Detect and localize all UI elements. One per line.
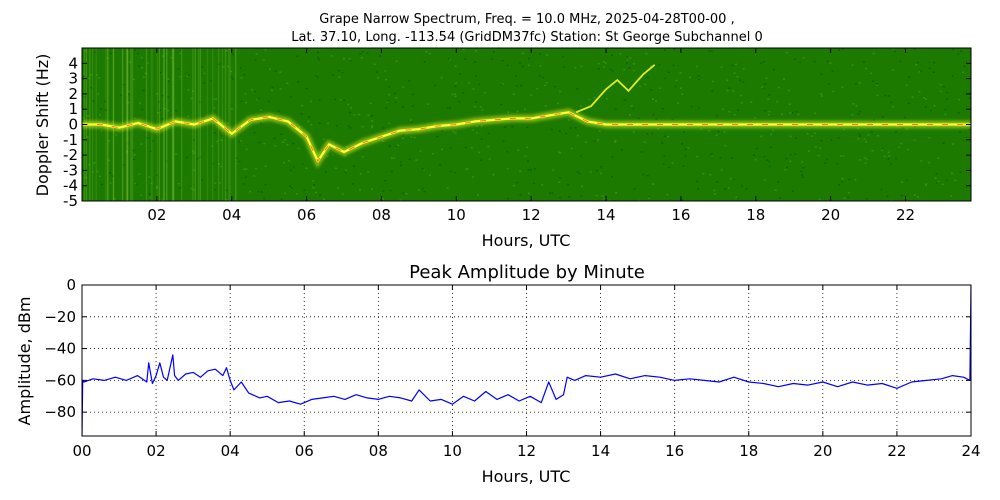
x-tick-label: 10 <box>447 206 466 224</box>
spectrogram-panel <box>82 48 971 201</box>
x-tick-label: 02 <box>147 442 166 460</box>
y-tick-label: 4 <box>68 54 78 72</box>
x-tick-label: 00 <box>72 442 91 460</box>
spectrum-title-line-2: Lat. 37.10, Long. -113.54 (GridDM37fc) S… <box>291 30 763 45</box>
y-tick-label: -4 <box>63 177 78 195</box>
x-tick-label: 08 <box>372 206 391 224</box>
doppler-trace <box>82 111 971 163</box>
x-tick-label: 06 <box>297 206 316 224</box>
y-tick-label: -5 <box>63 192 78 210</box>
x-tick-label: 20 <box>813 442 832 460</box>
y-tick-label: -1 <box>63 131 78 149</box>
x-tick-label: 10 <box>443 442 462 460</box>
x-tick-label: 16 <box>665 442 684 460</box>
x-tick-label: 20 <box>821 206 840 224</box>
spectrogram-x-axis-label: Hours, UTC <box>482 231 571 250</box>
y-tick-label: −20 <box>44 308 76 326</box>
y-tick-label: 3 <box>68 70 78 88</box>
amplitude-series-line <box>82 285 971 436</box>
y-tick-label: 0 <box>66 276 76 294</box>
x-tick-label: 02 <box>147 206 166 224</box>
y-tick-label: 2 <box>68 85 78 103</box>
x-tick-label: 18 <box>746 206 765 224</box>
x-tick-label: 14 <box>596 206 615 224</box>
y-tick-label: -2 <box>63 146 78 164</box>
x-tick-label: 04 <box>221 442 240 460</box>
amplitude-plot <box>82 285 971 436</box>
x-tick-label: 16 <box>671 206 690 224</box>
x-tick-label: 12 <box>522 206 541 224</box>
doppler-branch-trace <box>575 64 656 114</box>
x-tick-label: 18 <box>739 442 758 460</box>
spectrogram-y-axis-label: Doppler Shift (Hz) <box>33 54 52 197</box>
x-tick-label: 22 <box>896 206 915 224</box>
x-tick-label: 22 <box>887 442 906 460</box>
amplitude-x-axis-label: Hours, UTC <box>482 467 571 486</box>
x-tick-label: 04 <box>222 206 241 224</box>
amplitude-grid <box>82 285 971 436</box>
y-tick-label: -3 <box>63 161 78 179</box>
x-tick-label: 12 <box>517 442 536 460</box>
amplitude-chart-title: Peak Amplitude by Minute <box>409 262 645 283</box>
amplitude-y-axis-label: Amplitude, dBm <box>15 297 34 426</box>
x-tick-label: 24 <box>961 442 980 460</box>
y-tick-label: 0 <box>68 116 78 134</box>
y-tick-label: 1 <box>68 100 78 118</box>
amplitude-axes: 00 02 04 06 08 10 12 14 16 18 20 22 24 0 −20 −40 −60 −80 <box>44 276 980 460</box>
x-tick-label: 08 <box>369 442 388 460</box>
x-tick-label: 06 <box>295 442 314 460</box>
spectrum-title-line-1: Grape Narrow Spectrum, Freq. = 10.0 MHz,… <box>319 12 735 27</box>
x-tick-label: 14 <box>591 442 610 460</box>
y-tick-label: −80 <box>44 403 76 421</box>
y-tick-label: −60 <box>44 371 76 389</box>
y-tick-label: −40 <box>44 340 76 358</box>
